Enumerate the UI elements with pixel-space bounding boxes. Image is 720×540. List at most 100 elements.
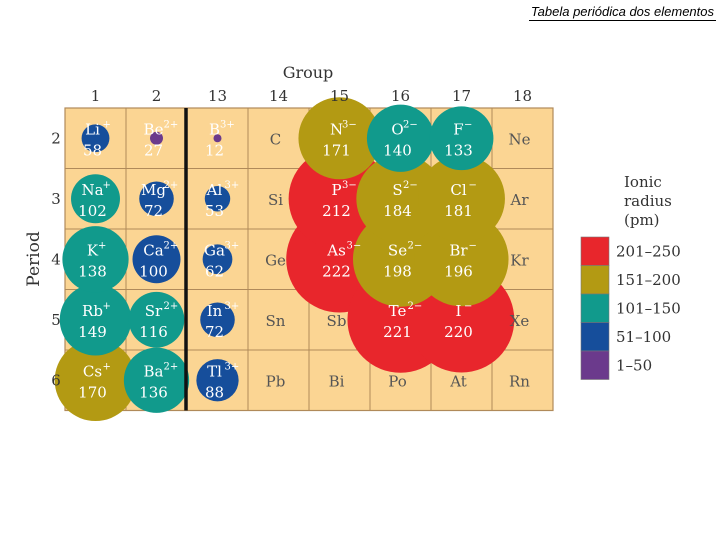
- element-symbol: S: [392, 181, 402, 199]
- group-axis-label: Group: [283, 63, 334, 82]
- element-symbol: O: [391, 120, 403, 138]
- ionic-radius-value: 140: [383, 141, 412, 159]
- element-symbol: At: [449, 372, 467, 390]
- ion-charge: 3+: [225, 301, 240, 312]
- ion-charge: 2+: [164, 301, 179, 312]
- legend-swatch: [580, 322, 610, 352]
- ionic-radius-value: 212: [322, 202, 351, 220]
- slide-title: Tabela periódica dos elementos: [528, 4, 716, 21]
- ion-circle-br: [414, 212, 509, 307]
- ion-circle-in: [200, 302, 235, 338]
- ionic-radius-value: 222: [322, 262, 351, 280]
- period-number: 4: [51, 250, 61, 268]
- ion-circle-tl: [196, 359, 239, 402]
- ion-circle-rb: [59, 283, 132, 356]
- ion-circles: [54, 97, 515, 422]
- ion-circle-sr: [128, 291, 185, 348]
- ionic-radius-value: 72: [144, 202, 163, 220]
- element-symbol: Na: [81, 181, 103, 199]
- element-symbol: Po: [388, 372, 407, 390]
- element-symbol: Xe: [510, 312, 530, 330]
- ionic-radius-value: 196: [444, 262, 473, 280]
- ion-circle-ba: [123, 347, 190, 413]
- group-number: 15: [330, 87, 349, 105]
- ionic-radius-value: 53: [205, 202, 224, 220]
- ion-charge: 3+: [225, 240, 240, 251]
- group-number: 16: [391, 87, 410, 105]
- element-symbol: Tl: [207, 362, 222, 380]
- element-symbol: Kr: [510, 251, 529, 269]
- element-symbol: Al: [206, 181, 223, 199]
- element-symbol: Sn: [266, 312, 286, 330]
- ion-charge: 3−: [342, 180, 357, 191]
- legend-label: 101–150: [616, 299, 681, 317]
- ion-charge: 3+: [225, 180, 240, 191]
- ion-charge: +: [103, 361, 111, 372]
- element-symbol: B: [209, 120, 220, 138]
- period-axis-label: Period: [24, 231, 44, 287]
- legend-label: 201–250: [616, 242, 681, 260]
- ionic-radius-value: 181: [444, 202, 473, 220]
- ion-circle-b: [213, 134, 222, 143]
- element-symbol: N: [330, 120, 343, 138]
- element-symbol: Bi: [329, 372, 345, 390]
- legend-title-line: (pm): [624, 211, 660, 229]
- legend-swatch: [580, 236, 610, 266]
- ion-charge: −: [464, 119, 472, 130]
- group-number: 2: [152, 87, 162, 105]
- period-number: 2: [51, 129, 61, 147]
- legend-title-line: radius: [624, 192, 672, 210]
- element-symbol: Si: [268, 191, 283, 209]
- element-symbol: Ge: [265, 251, 286, 269]
- ion-charge: 3+: [225, 361, 240, 372]
- ion-charge: +: [103, 180, 111, 191]
- ion-charge: +: [103, 301, 111, 312]
- ion-charge: 3−: [342, 119, 357, 130]
- ionic-radius-value: 100: [139, 262, 168, 280]
- element-symbol: Be: [144, 120, 164, 138]
- ion-charge: 2−: [403, 180, 418, 191]
- element-symbol: Rb: [82, 302, 103, 320]
- ion-circle-n: [298, 97, 381, 180]
- legend-swatch: [580, 350, 610, 380]
- group-number: 13: [208, 87, 227, 105]
- element-symbol: Cs: [83, 362, 102, 380]
- ionic-radius-value: 170: [78, 383, 107, 401]
- element-symbol: Pb: [266, 372, 286, 390]
- legend-label: 51–100: [616, 328, 671, 346]
- ionic-radius-value: 171: [322, 141, 351, 159]
- ion-charge: −: [469, 240, 477, 251]
- ion-charge: 3+: [220, 119, 235, 130]
- ionic-radius-value: 116: [139, 323, 168, 341]
- element-symbol: I: [456, 302, 462, 320]
- ionic-radius-value: 102: [78, 202, 107, 220]
- ionic-radius-value: 138: [78, 262, 107, 280]
- ionic-radius-value: 62: [205, 262, 224, 280]
- ionic-radius-value: 27: [144, 141, 163, 159]
- ion-charge: 2+: [164, 180, 179, 191]
- ion-charge: 2+: [164, 361, 179, 372]
- element-symbol: C: [270, 130, 281, 148]
- group-number: 18: [513, 87, 532, 105]
- ion-charge: 2+: [164, 119, 179, 130]
- ionic-radius-value: 221: [383, 323, 412, 341]
- ion-circle-be: [150, 131, 163, 145]
- legend-label: 151–200: [616, 271, 681, 289]
- ion-charge: 2−: [408, 240, 423, 251]
- element-symbol: Te: [389, 302, 407, 320]
- element-symbol: Ne: [508, 130, 530, 148]
- element-symbol: Sb: [327, 312, 347, 330]
- legend-swatch: [580, 293, 610, 323]
- ion-circle-ca: [132, 235, 181, 284]
- element-symbol: Ba: [144, 362, 164, 380]
- period-number: 3: [51, 190, 61, 208]
- element-symbol: In: [207, 302, 223, 320]
- legend-swatch: [580, 265, 610, 295]
- legend-label: 1–50: [616, 356, 652, 374]
- ion-charge: −: [464, 301, 472, 312]
- ion-circle-na: [71, 174, 120, 224]
- ion-circle-mg: [139, 181, 174, 217]
- element-symbol: Br: [449, 241, 468, 259]
- element-symbol: F: [453, 120, 463, 138]
